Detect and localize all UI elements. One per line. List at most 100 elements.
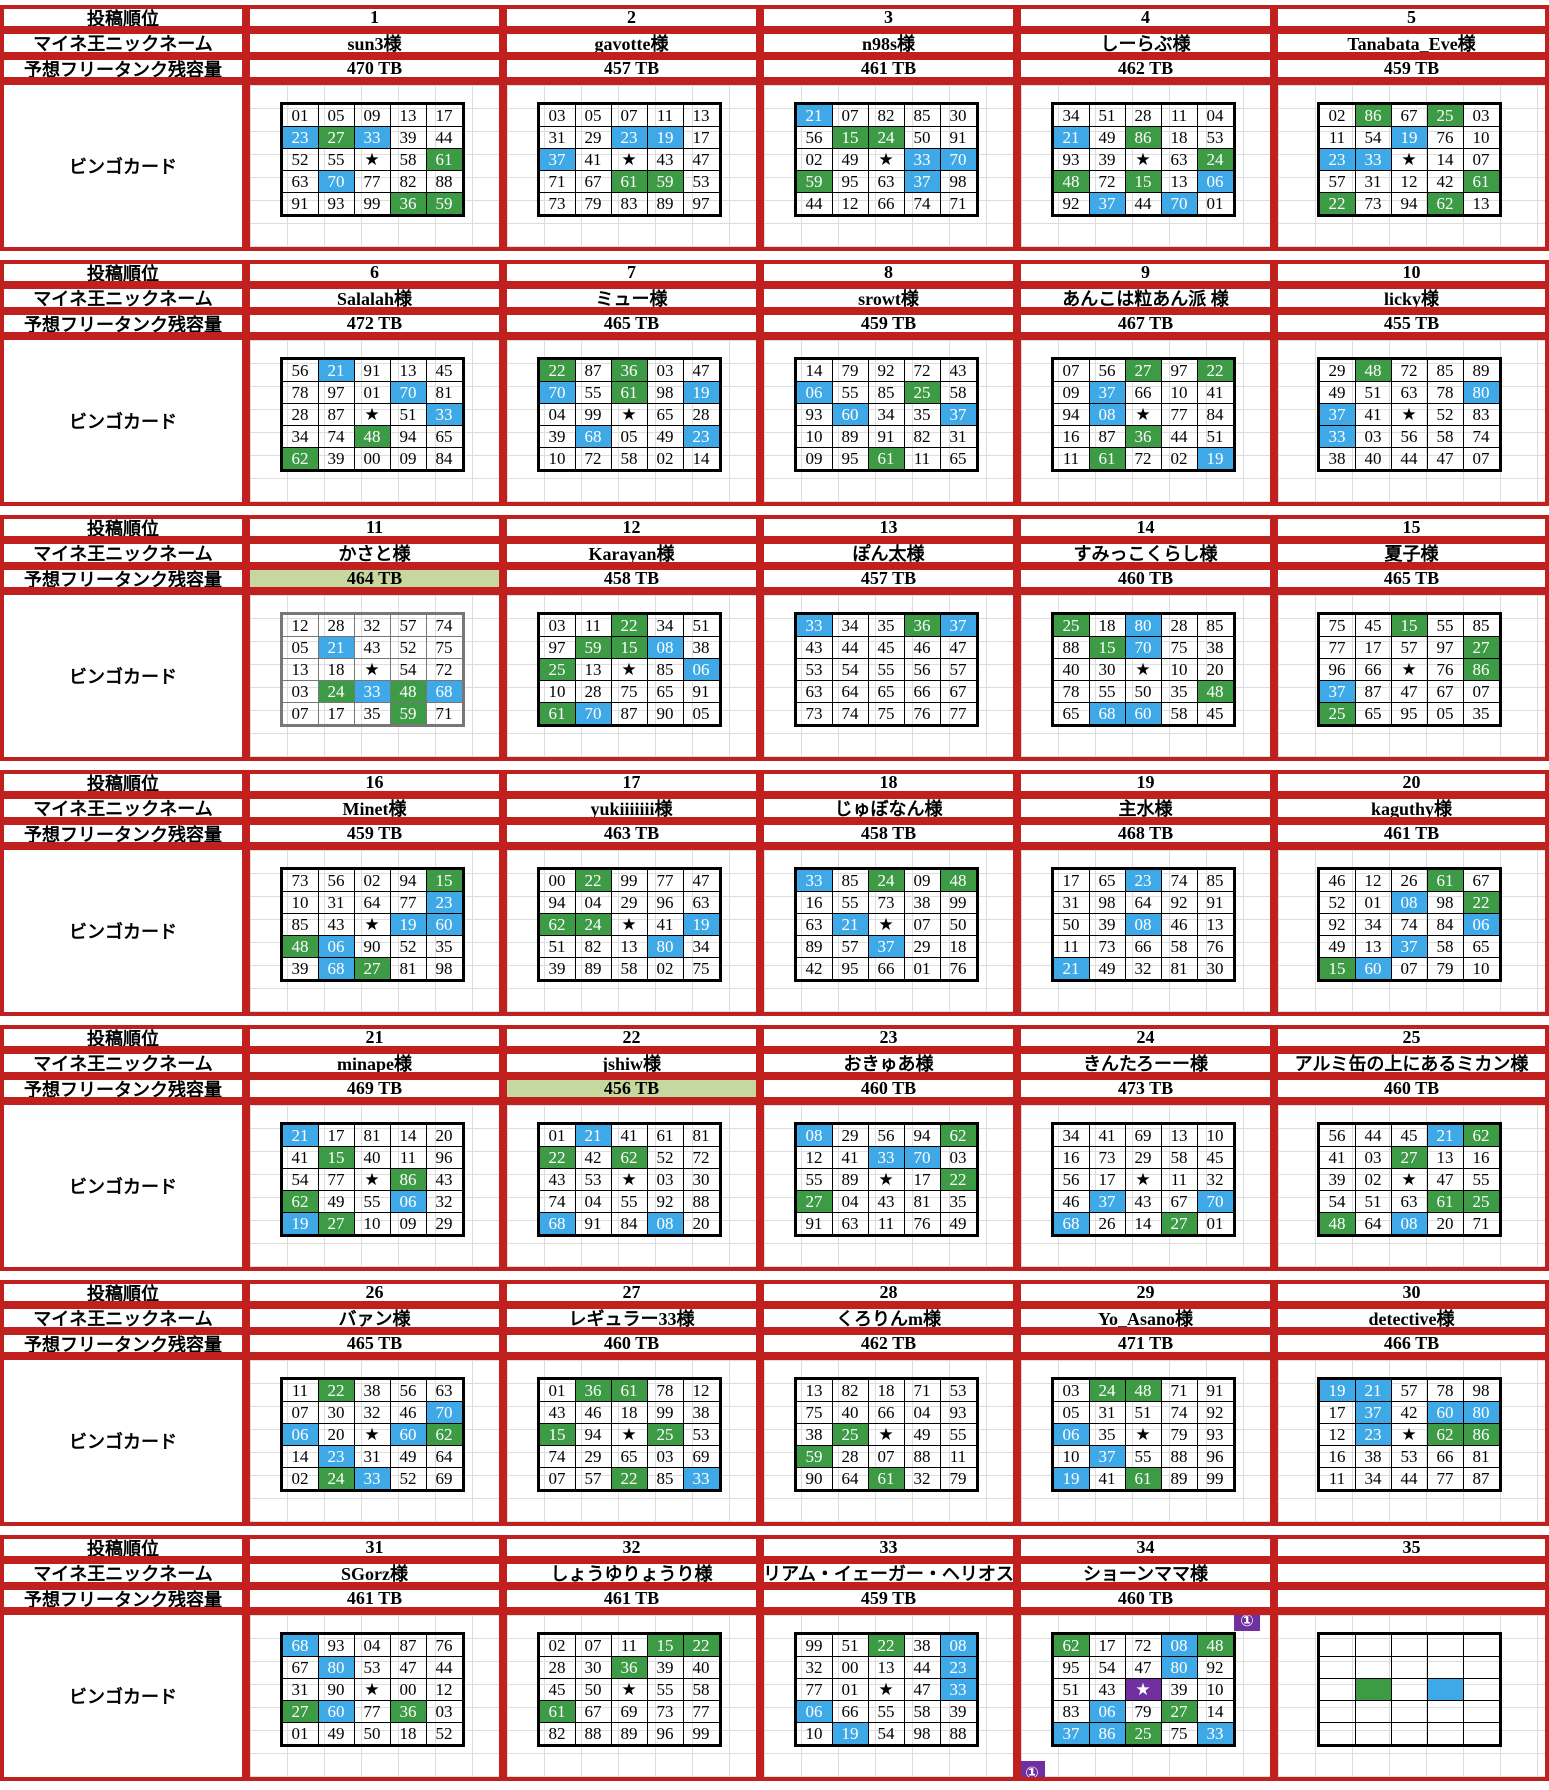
bingo-card-cell[interactable]: 01 21 41 61 81 22 42 62 52 72 43 53 ★ 03 30 74 04 55 92 88 6…	[503, 1101, 760, 1271]
rank-cell[interactable]: 30	[1274, 1280, 1549, 1305]
nickname-cell[interactable]: おきゅあ様	[760, 1050, 1017, 1076]
bingo-card-cell[interactable]: 03 11 22 34 51 97 59 15 08 38 25 13 ★ 85 06 10 28 75 65 91 6…	[503, 591, 760, 761]
bingo-card-cell[interactable]: 25 18 80 28 85 88 15 70 75 38 40 30 ★ 10 20 78 55 50 35 48 6…	[1017, 591, 1274, 761]
bingo-card-cell[interactable]: 08 29 56 94 62 12 41 33 70 03 55 89 ★ 17 22 27 04 43 81 35 9…	[760, 1101, 1017, 1271]
bingo-card-cell[interactable]: 34 51 28 11 04 21 49 86 18 53 93 39 ★ 63 24 48 72 15 13 06 9…	[1017, 81, 1274, 251]
rank-cell[interactable]: 25	[1274, 1025, 1549, 1050]
rank-cell[interactable]: 13	[760, 515, 1017, 540]
capacity-cell[interactable]: 463 TB	[503, 821, 760, 846]
capacity-cell[interactable]: 459 TB	[760, 1586, 1017, 1611]
bingo-card-cell[interactable]: 14 79 92 72 43 06 55 85 25 58 93 60 34 35 37 10 89 91 82 31…	[760, 336, 1017, 506]
capacity-cell[interactable]: 469 TB	[246, 1076, 503, 1101]
capacity-cell[interactable]: 471 TB	[1017, 1331, 1274, 1356]
rank-cell[interactable]: 15	[1274, 515, 1549, 540]
bingo-card-cell[interactable]: 21 17 81 14 20 41 15 40 11 96 54 77 ★ 86 43 62 49 55 06 32 1…	[246, 1101, 503, 1271]
capacity-cell[interactable]: 470 TB	[246, 56, 503, 81]
nickname-cell[interactable]: Yo_Asano様	[1017, 1305, 1274, 1331]
capacity-cell[interactable]: 464 TB	[246, 566, 503, 591]
capacity-cell[interactable]: 459 TB	[246, 821, 503, 846]
capacity-cell[interactable]: 456 TB	[503, 1076, 760, 1101]
nickname-cell[interactable]: yukiiiiiii様	[503, 795, 760, 821]
rank-cell[interactable]: 19	[1017, 770, 1274, 795]
rank-cell[interactable]: 29	[1017, 1280, 1274, 1305]
nickname-cell[interactable]: バァン様	[246, 1305, 503, 1331]
nickname-cell[interactable]: sun3様	[246, 30, 503, 56]
nickname-cell[interactable]: リアム・イェーガー・ヘリオス	[760, 1560, 1017, 1586]
rank-cell[interactable]: 24	[1017, 1025, 1274, 1050]
rank-cell[interactable]: 31	[246, 1535, 503, 1560]
nickname-cell[interactable]: かさと様	[246, 540, 503, 566]
rank-cell[interactable]: 33	[760, 1535, 1017, 1560]
rank-cell[interactable]: 18	[760, 770, 1017, 795]
nickname-cell[interactable]: アルミ缶の上にあるミカン様	[1274, 1050, 1549, 1076]
bingo-card-cell[interactable]: 01 05 09 13 17 23 27 33 39 44 52 55 ★ 58 61 63 70 77 82 88 9…	[246, 81, 503, 251]
capacity-cell[interactable]: 467 TB	[1017, 311, 1274, 336]
rank-cell[interactable]: 28	[760, 1280, 1017, 1305]
rank-cell[interactable]: 35	[1274, 1535, 1549, 1560]
nickname-cell[interactable]: 夏子様	[1274, 540, 1549, 566]
rank-cell[interactable]: 26	[246, 1280, 503, 1305]
nickname-cell[interactable]: minape様	[246, 1050, 503, 1076]
nickname-cell[interactable]: あんこは粒あん派 様	[1017, 285, 1274, 311]
bingo-card-cell[interactable]: 56 21 91 13 45 78 97 01 70 81 28 87 ★ 51 33 34 74 48 94 65 6…	[246, 336, 503, 506]
bingo-card-cell[interactable]: 02 07 11 15 22 28 30 36 39 40 45 50 ★ 55 58 61 67 69 73 77 8…	[503, 1611, 760, 1781]
rank-cell[interactable]: 17	[503, 770, 760, 795]
bingo-card-cell[interactable]: 75 45 15 55 85 77 17 57 97 27 96 66 ★ 76 86 37 87 47 67 07 2…	[1274, 591, 1549, 761]
nickname-cell[interactable]: ぽん太様	[760, 540, 1017, 566]
capacity-cell[interactable]: 462 TB	[760, 1331, 1017, 1356]
nickname-cell[interactable]: じゅぼなん様	[760, 795, 1017, 821]
rank-cell[interactable]: 3	[760, 5, 1017, 30]
rank-cell[interactable]: 11	[246, 515, 503, 540]
capacity-cell[interactable]: 458 TB	[760, 821, 1017, 846]
capacity-cell[interactable]: 460 TB	[1274, 1076, 1549, 1101]
capacity-cell[interactable]: 472 TB	[246, 311, 503, 336]
rank-cell[interactable]: 2	[503, 5, 760, 30]
nickname-cell[interactable]: 主水様	[1017, 795, 1274, 821]
bingo-card-cell[interactable]: 29 48 72 85 89 49 51 63 78 80 37 41 ★ 52 83 33 03 56 58 74 3…	[1274, 336, 1549, 506]
bingo-card-cell[interactable]: 34 41 69 13 10 16 73 29 58 45 56 17 ★ 11 32 46 37 43 67 70 6…	[1017, 1101, 1274, 1271]
capacity-cell[interactable]: 455 TB	[1274, 311, 1549, 336]
capacity-cell[interactable]: 461 TB	[760, 56, 1017, 81]
bingo-card-cell[interactable]: 22 87 36 03 47 70 55 61 98 19 04 99 ★ 65 28 39 68 05 49 23 1…	[503, 336, 760, 506]
capacity-cell[interactable]: 457 TB	[503, 56, 760, 81]
bingo-card-cell[interactable]: 12 28 32 57 74 05 21 43 52 75 13 18 ★ 54 72 03 24 33 48 68 0…	[246, 591, 503, 761]
nickname-cell[interactable]: kaguthy様	[1274, 795, 1549, 821]
capacity-cell[interactable]	[1274, 1586, 1549, 1611]
nickname-cell[interactable]: くろりんm様	[760, 1305, 1017, 1331]
bingo-card-cell[interactable]: 73 56 02 94 15 10 31 64 77 23 85 43 ★ 19 60 48 06 90 52 35 3…	[246, 846, 503, 1016]
rank-cell[interactable]: 5	[1274, 5, 1549, 30]
bingo-card-cell[interactable]: 13 82 18 71 53 75 40 66 04 93 38 25 ★ 49 55 59 28 07 88 11 9…	[760, 1356, 1017, 1526]
bingo-card-cell[interactable]: 17 65 23 74 85 31 98 64 92 91 50 39 08 46 13 11 73 66 58 76…	[1017, 846, 1274, 1016]
capacity-cell[interactable]: 465 TB	[246, 1331, 503, 1356]
nickname-cell[interactable]: Karayan様	[503, 540, 760, 566]
nickname-cell[interactable]: きんたろーー様	[1017, 1050, 1274, 1076]
bingo-card-cell[interactable]: 03 24 48 71 91 05 31 51 74 92 06 35 ★ 79 93 10 37 55 88 96 1…	[1017, 1356, 1274, 1526]
nickname-cell[interactable]: しょうゆりょうり様	[503, 1560, 760, 1586]
bingo-card-cell[interactable]: 19 21 57 78 98 17 37 42 60 80 12 23 ★ 62 86 16 38 53 66 81 1…	[1274, 1356, 1549, 1526]
nickname-cell[interactable]: jshiw様	[503, 1050, 760, 1076]
capacity-cell[interactable]: 460 TB	[1017, 566, 1274, 591]
capacity-cell[interactable]: 461 TB	[503, 1586, 760, 1611]
rank-cell[interactable]: 14	[1017, 515, 1274, 540]
bingo-card-cell[interactable]: 01 36 61 78 12 43 46 18 99 38 15 94 ★ 25 53 74 29 65 03 69 0…	[503, 1356, 760, 1526]
nickname-cell[interactable]: Minet様	[246, 795, 503, 821]
bingo-card-cell[interactable]: 56 44 45 21 62 41 03 27 13 16 39 02 ★ 47 55 54 51 63 61 25 4…	[1274, 1101, 1549, 1271]
rank-cell[interactable]: 12	[503, 515, 760, 540]
capacity-cell[interactable]: 458 TB	[503, 566, 760, 591]
capacity-cell[interactable]: 468 TB	[1017, 821, 1274, 846]
bingo-card-cell[interactable]: 33 85 24 09 48 16 55 73 38 99 63 21 ★ 07 50 89 57 37 29 18 4…	[760, 846, 1017, 1016]
bingo-card-cell[interactable]: 00 22 99 77 47 94 04 29 96 63 62 24 ★ 41 19 51 82 13 80 34 3…	[503, 846, 760, 1016]
capacity-cell[interactable]: 460 TB	[760, 1076, 1017, 1101]
nickname-cell[interactable]: Salalah様	[246, 285, 503, 311]
bingo-card-cell[interactable]: 46 12 26 61 67 52 01 08 98 22 92 34 74 84 06 49 13 37 58 65…	[1274, 846, 1549, 1016]
nickname-cell[interactable]: n98s様	[760, 30, 1017, 56]
bingo-card-cell[interactable]: 99 51 22 38 08 32 00 13 44 23 77 01 ★ 47 33 06 66 55 58 39 1…	[760, 1611, 1017, 1781]
capacity-cell[interactable]: 466 TB	[1274, 1331, 1549, 1356]
nickname-cell[interactable]: ショーンママ様	[1017, 1560, 1274, 1586]
rank-cell[interactable]: 9	[1017, 260, 1274, 285]
bingo-card-cell[interactable]	[1274, 1611, 1549, 1781]
capacity-cell[interactable]: 473 TB	[1017, 1076, 1274, 1101]
bingo-card-cell[interactable]: 07 56 27 97 22 09 37 66 10 41 94 08 ★ 77 84 16 87 36 44 51 1…	[1017, 336, 1274, 506]
nickname-cell[interactable]: srowt様	[760, 285, 1017, 311]
nickname-cell[interactable]: SGorz様	[246, 1560, 503, 1586]
